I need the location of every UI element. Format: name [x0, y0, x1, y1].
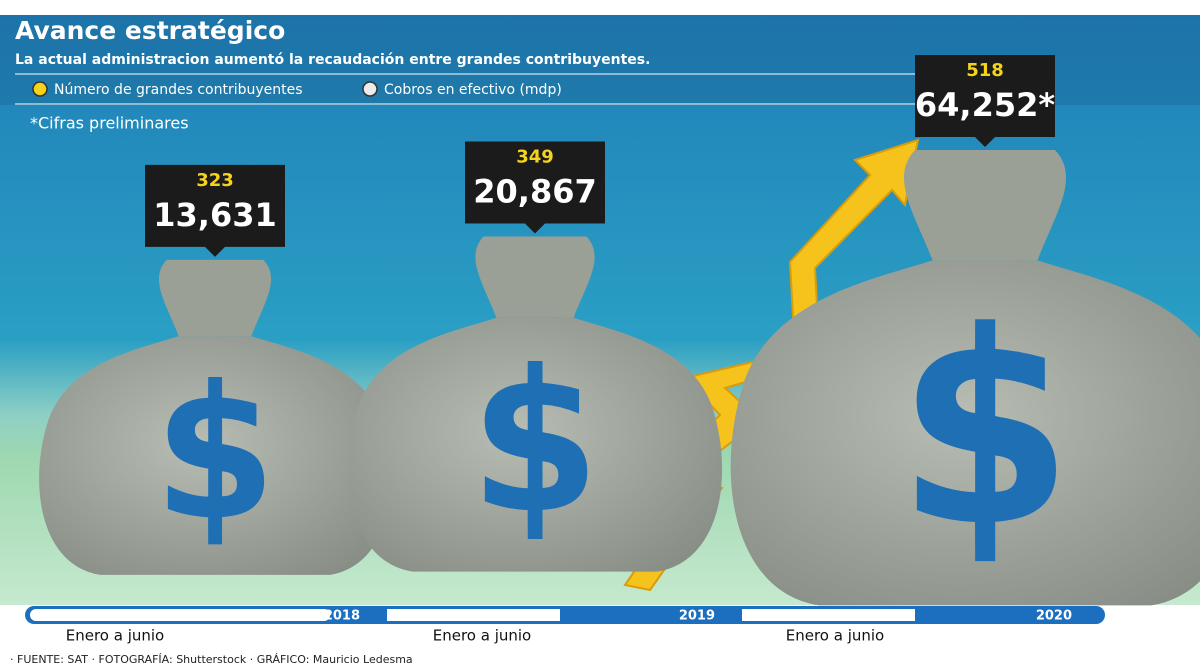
legend-label: Número de grandes contribuyentes — [54, 82, 303, 98]
dollar-sign: $ — [470, 329, 600, 558]
period-label: Enero a junio — [66, 627, 164, 645]
subtitle: La actual administracion aumentó la reca… — [15, 52, 650, 68]
period-label: Enero a junio — [433, 627, 531, 645]
amount-label: 64,252* — [915, 86, 1055, 124]
count-label: 349 — [516, 147, 554, 168]
timeline-segment — [742, 609, 915, 621]
bag-neck — [903, 150, 1067, 261]
count-label: 518 — [966, 60, 1004, 81]
legend-swatch — [362, 81, 378, 97]
label-box — [145, 164, 285, 257]
period-label: Enero a junio — [786, 627, 884, 645]
amount-label: 20,867 — [473, 173, 596, 211]
year-label: 2018 — [324, 609, 360, 624]
bag — [347, 317, 723, 572]
bag-neck — [475, 236, 595, 318]
timeline-segment — [387, 609, 560, 621]
note: *Cifras preliminares — [30, 114, 189, 133]
bag — [39, 336, 391, 575]
year-label: 2019 — [679, 609, 715, 624]
dollar-sign: $ — [897, 275, 1073, 586]
money-bag: $ — [730, 150, 1200, 606]
label-box — [465, 141, 605, 234]
bag-neck — [158, 259, 272, 337]
title: Avance estratégico — [15, 16, 285, 45]
timeline-segment — [30, 609, 330, 621]
source: · FUENTE: SAT · FOTOGRAFÍA: Shutterstock… — [10, 653, 413, 666]
year-label: 2020 — [1036, 609, 1072, 624]
legend-swatch — [32, 81, 48, 97]
count-label: 323 — [196, 170, 234, 191]
amount-label: 13,631 — [153, 196, 276, 234]
money-bag: $ — [39, 259, 391, 575]
legend-label: Cobros en efectivo (mdp) — [384, 82, 562, 98]
label-box — [915, 55, 1055, 147]
bag — [730, 260, 1200, 606]
dollar-sign: $ — [154, 347, 276, 561]
money-bag: $ — [347, 236, 723, 572]
